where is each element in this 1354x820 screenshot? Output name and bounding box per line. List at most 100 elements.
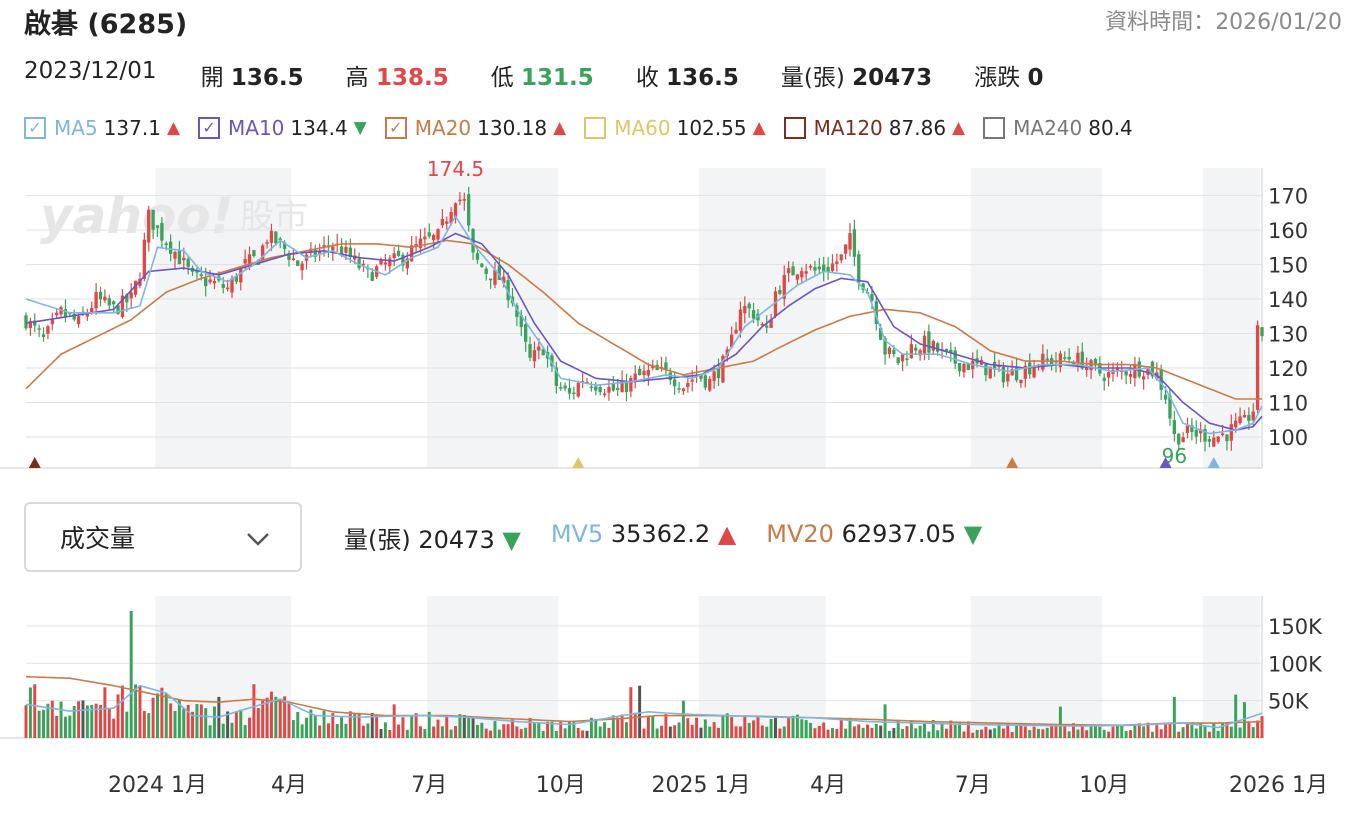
candle xyxy=(506,280,510,301)
candle xyxy=(966,363,971,370)
volume-bar xyxy=(699,727,703,738)
volume-bar xyxy=(563,728,567,738)
indicator-select[interactable]: 成交量 xyxy=(24,502,302,572)
candle xyxy=(107,298,111,306)
candle xyxy=(85,312,90,317)
checkbox-checked-icon[interactable]: ✓ xyxy=(24,117,46,139)
volume-bar xyxy=(427,711,431,738)
volume-bar xyxy=(993,728,997,738)
volume-bar xyxy=(887,730,891,738)
y-tick-label: 100K xyxy=(1268,652,1323,676)
volume-bar xyxy=(383,722,387,738)
candle xyxy=(50,319,54,325)
candle xyxy=(616,388,620,391)
volume-bar xyxy=(230,722,234,738)
volume-bar xyxy=(594,718,598,738)
y-tick-label: 160 xyxy=(1268,219,1308,243)
candle xyxy=(760,323,765,326)
volume-bar xyxy=(795,714,799,738)
volume-bar xyxy=(326,723,330,738)
ma-toggle-ma5[interactable]: ✓ MA5 137.1 ▲ xyxy=(24,116,180,140)
ma-toggle-ma240[interactable]: MA240 80.4 xyxy=(983,116,1133,140)
volume-bar xyxy=(506,724,510,738)
candle xyxy=(502,276,506,284)
candle xyxy=(1146,366,1150,375)
candle xyxy=(949,349,953,354)
candle xyxy=(453,203,458,217)
ma-toggle-ma20[interactable]: ✓ MA20 130.18 ▲ xyxy=(384,116,566,140)
checkbox-checked-icon[interactable]: ✓ xyxy=(198,117,221,139)
candle xyxy=(204,277,208,287)
down-arrow-icon: ▼ xyxy=(963,520,983,548)
candle xyxy=(1203,428,1207,442)
candle xyxy=(423,236,427,240)
volume-bar xyxy=(458,714,462,738)
period-shade xyxy=(155,168,292,468)
volume-bar xyxy=(77,701,81,738)
up-arrow-icon: ▲ xyxy=(752,118,766,138)
volume-bar xyxy=(857,724,861,738)
volume-bar xyxy=(480,722,484,738)
checkbox-unchecked-icon[interactable] xyxy=(983,117,1006,139)
volume-bar xyxy=(68,715,72,738)
candle xyxy=(892,349,896,355)
candle xyxy=(1093,358,1098,366)
candle xyxy=(344,247,348,253)
candle xyxy=(1251,411,1255,421)
ma-toggle-ma60[interactable]: MA60 102.55 ▲ xyxy=(584,116,766,140)
candle xyxy=(480,263,484,267)
ma-toggle-ma10[interactable]: ✓ MA10 134.4 ▼ xyxy=(198,116,367,140)
candle xyxy=(103,296,107,301)
volume-bar xyxy=(1194,728,1198,738)
candle xyxy=(1128,374,1133,377)
volume-bar xyxy=(164,693,168,738)
volume-bar xyxy=(695,717,699,738)
checkbox-unchecked-icon[interactable] xyxy=(584,117,607,139)
candle xyxy=(46,326,50,334)
volume-bar xyxy=(879,725,883,738)
candle xyxy=(98,291,103,300)
candle xyxy=(594,386,598,391)
checkbox-checked-icon[interactable]: ✓ xyxy=(384,117,407,139)
candle xyxy=(234,276,239,282)
data-time-label: 資料時間： xyxy=(1105,10,1216,35)
candle xyxy=(813,267,817,271)
candle xyxy=(120,295,125,317)
high-annotation: 174.5 xyxy=(427,160,484,181)
volume-bar xyxy=(633,712,637,738)
volume-bar xyxy=(99,705,103,738)
candle xyxy=(357,258,361,269)
volume-bar xyxy=(839,717,843,738)
chevron-down-icon xyxy=(246,523,270,552)
candle xyxy=(274,231,278,244)
checkbox-unchecked-icon[interactable] xyxy=(783,117,806,139)
volume-bar xyxy=(81,700,85,738)
candle xyxy=(300,263,304,271)
volume-bar xyxy=(660,725,664,738)
volume-bar xyxy=(773,717,777,738)
volume-bar xyxy=(1058,706,1062,738)
candle xyxy=(778,290,782,294)
volume-chart[interactable]: 50K 100K 150K 2024 1月 4月 7月 10月 2025 1月 4月 7月 10月 2… xyxy=(0,590,1354,820)
candle xyxy=(41,334,46,337)
candle xyxy=(1089,360,1093,371)
candle xyxy=(348,247,353,258)
candle xyxy=(1181,437,1185,443)
candle xyxy=(1150,361,1155,377)
ma5-line xyxy=(25,214,1263,435)
volume-bar xyxy=(85,705,89,738)
ma-name: MA240 xyxy=(1013,116,1083,140)
ohlc-change: 漲跌 0 xyxy=(974,65,1044,91)
volume-bar xyxy=(677,722,681,738)
volume-bar xyxy=(1102,729,1106,738)
ma-name: MA20 xyxy=(414,116,472,140)
volume-bar xyxy=(440,726,444,738)
volume-bar xyxy=(896,720,900,738)
candle xyxy=(155,225,160,228)
candle xyxy=(848,233,852,250)
candle xyxy=(151,209,155,230)
volume-bar xyxy=(1054,724,1058,738)
ma-toggle-ma120[interactable]: MA120 87.86 ▲ xyxy=(783,116,965,140)
candle xyxy=(703,375,708,388)
